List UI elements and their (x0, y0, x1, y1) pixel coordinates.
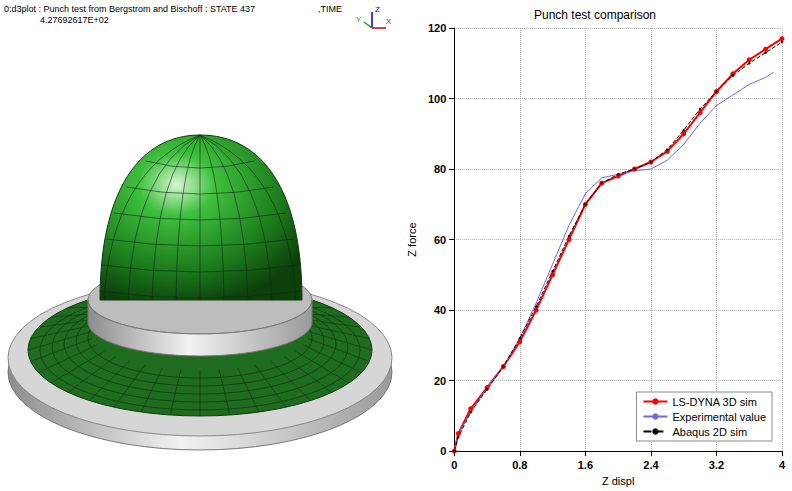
svg-text:Abaqus 2D sim: Abaqus 2D sim (672, 426, 747, 438)
svg-text:X: X (386, 17, 392, 26)
svg-text:1.6: 1.6 (578, 459, 593, 471)
svg-text:60: 60 (434, 234, 446, 246)
svg-text:80: 80 (434, 163, 446, 175)
svg-text:Z: Z (375, 5, 380, 14)
svg-text:120: 120 (428, 22, 446, 34)
svg-text:40: 40 (434, 304, 446, 316)
svg-text:0: 0 (451, 459, 457, 471)
svg-text:Y: Y (356, 15, 362, 24)
svg-text:0: 0 (440, 445, 446, 457)
svg-text:4: 4 (779, 459, 786, 471)
svg-text:LS-DYNA 3D sim: LS-DYNA 3D sim (672, 396, 756, 408)
svg-text:4.27692617E+02: 4.27692617E+02 (40, 15, 109, 25)
svg-text:Experimental value: Experimental value (672, 411, 766, 423)
svg-text:0:d3plot : Punch test from Ber: 0:d3plot : Punch test from Bergstrom and… (4, 4, 255, 14)
svg-text:20: 20 (434, 375, 446, 387)
svg-text:Z force: Z force (406, 222, 418, 256)
svg-text:100: 100 (428, 93, 446, 105)
svg-text:0.8: 0.8 (512, 459, 527, 471)
svg-text:Punch test comparison: Punch test comparison (534, 8, 656, 22)
svg-text:,TIME: ,TIME (318, 4, 342, 14)
svg-text:3.2: 3.2 (709, 459, 724, 471)
svg-text:Z displ: Z displ (602, 475, 634, 487)
svg-text:2.4: 2.4 (643, 459, 659, 471)
